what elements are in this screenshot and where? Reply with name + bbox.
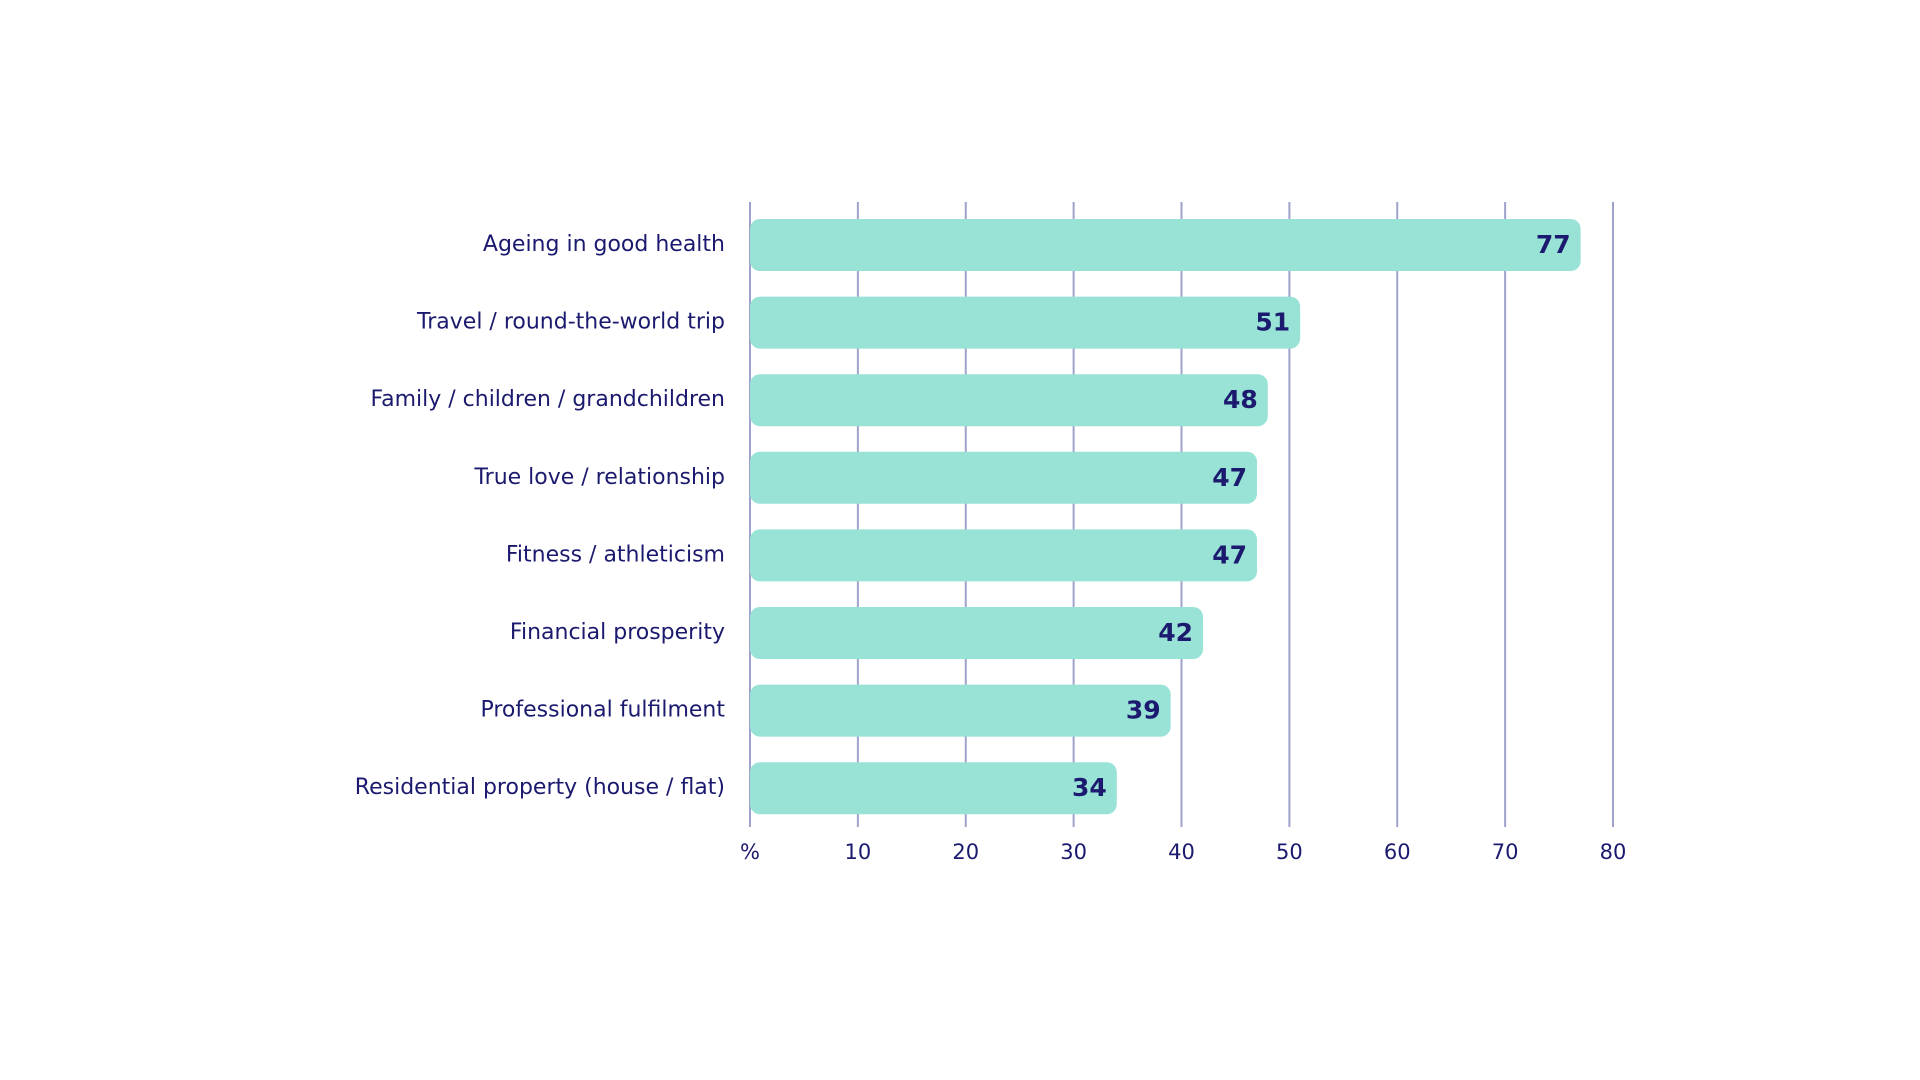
category-label: Family / children / grandchildren <box>370 387 725 412</box>
category-labels: Ageing in good health Travel / round-the-… <box>355 232 726 800</box>
x-tick-label: 20 <box>952 840 979 864</box>
data-label: 47 <box>1212 540 1247 569</box>
data-label: 51 <box>1255 308 1290 337</box>
bar <box>750 219 1581 271</box>
x-tick-label: 30 <box>1060 840 1087 864</box>
x-tick-label: 50 <box>1276 840 1303 864</box>
category-label: Travel / round-the-world trip <box>416 310 725 335</box>
category-label: Fitness / athleticism <box>506 542 725 567</box>
bars <box>750 219 1581 815</box>
bar <box>750 374 1268 427</box>
data-label: 77 <box>1536 230 1571 259</box>
x-tick-label: 80 <box>1600 840 1627 864</box>
data-label: 47 <box>1212 463 1247 492</box>
x-axis-tick-labels: % 10 20 30 40 50 60 70 80 <box>740 840 1626 864</box>
bar <box>750 451 1258 504</box>
x-tick-label: 40 <box>1168 840 1195 864</box>
bar <box>750 607 1204 659</box>
data-label: 34 <box>1072 773 1107 802</box>
bar <box>750 296 1301 349</box>
x-tick-label: % <box>740 840 760 864</box>
category-label: Professional fulfilment <box>480 698 725 723</box>
data-label: 42 <box>1158 618 1193 647</box>
category-label: Financial prosperity <box>510 620 725 645</box>
category-label: Residential property (house / flat) <box>355 775 725 800</box>
value-labels: 77 51 48 47 47 42 39 34 <box>1072 230 1571 802</box>
category-label: Ageing in good health <box>483 232 725 257</box>
data-label: 48 <box>1223 385 1258 414</box>
x-tick-label: 70 <box>1492 840 1519 864</box>
data-label: 39 <box>1126 696 1161 725</box>
x-tick-label: 10 <box>845 840 872 864</box>
x-tick-label: 60 <box>1384 840 1411 864</box>
bar <box>750 684 1171 737</box>
category-label: True love / relationship <box>473 465 725 490</box>
bar <box>750 529 1258 582</box>
bar <box>750 762 1117 815</box>
